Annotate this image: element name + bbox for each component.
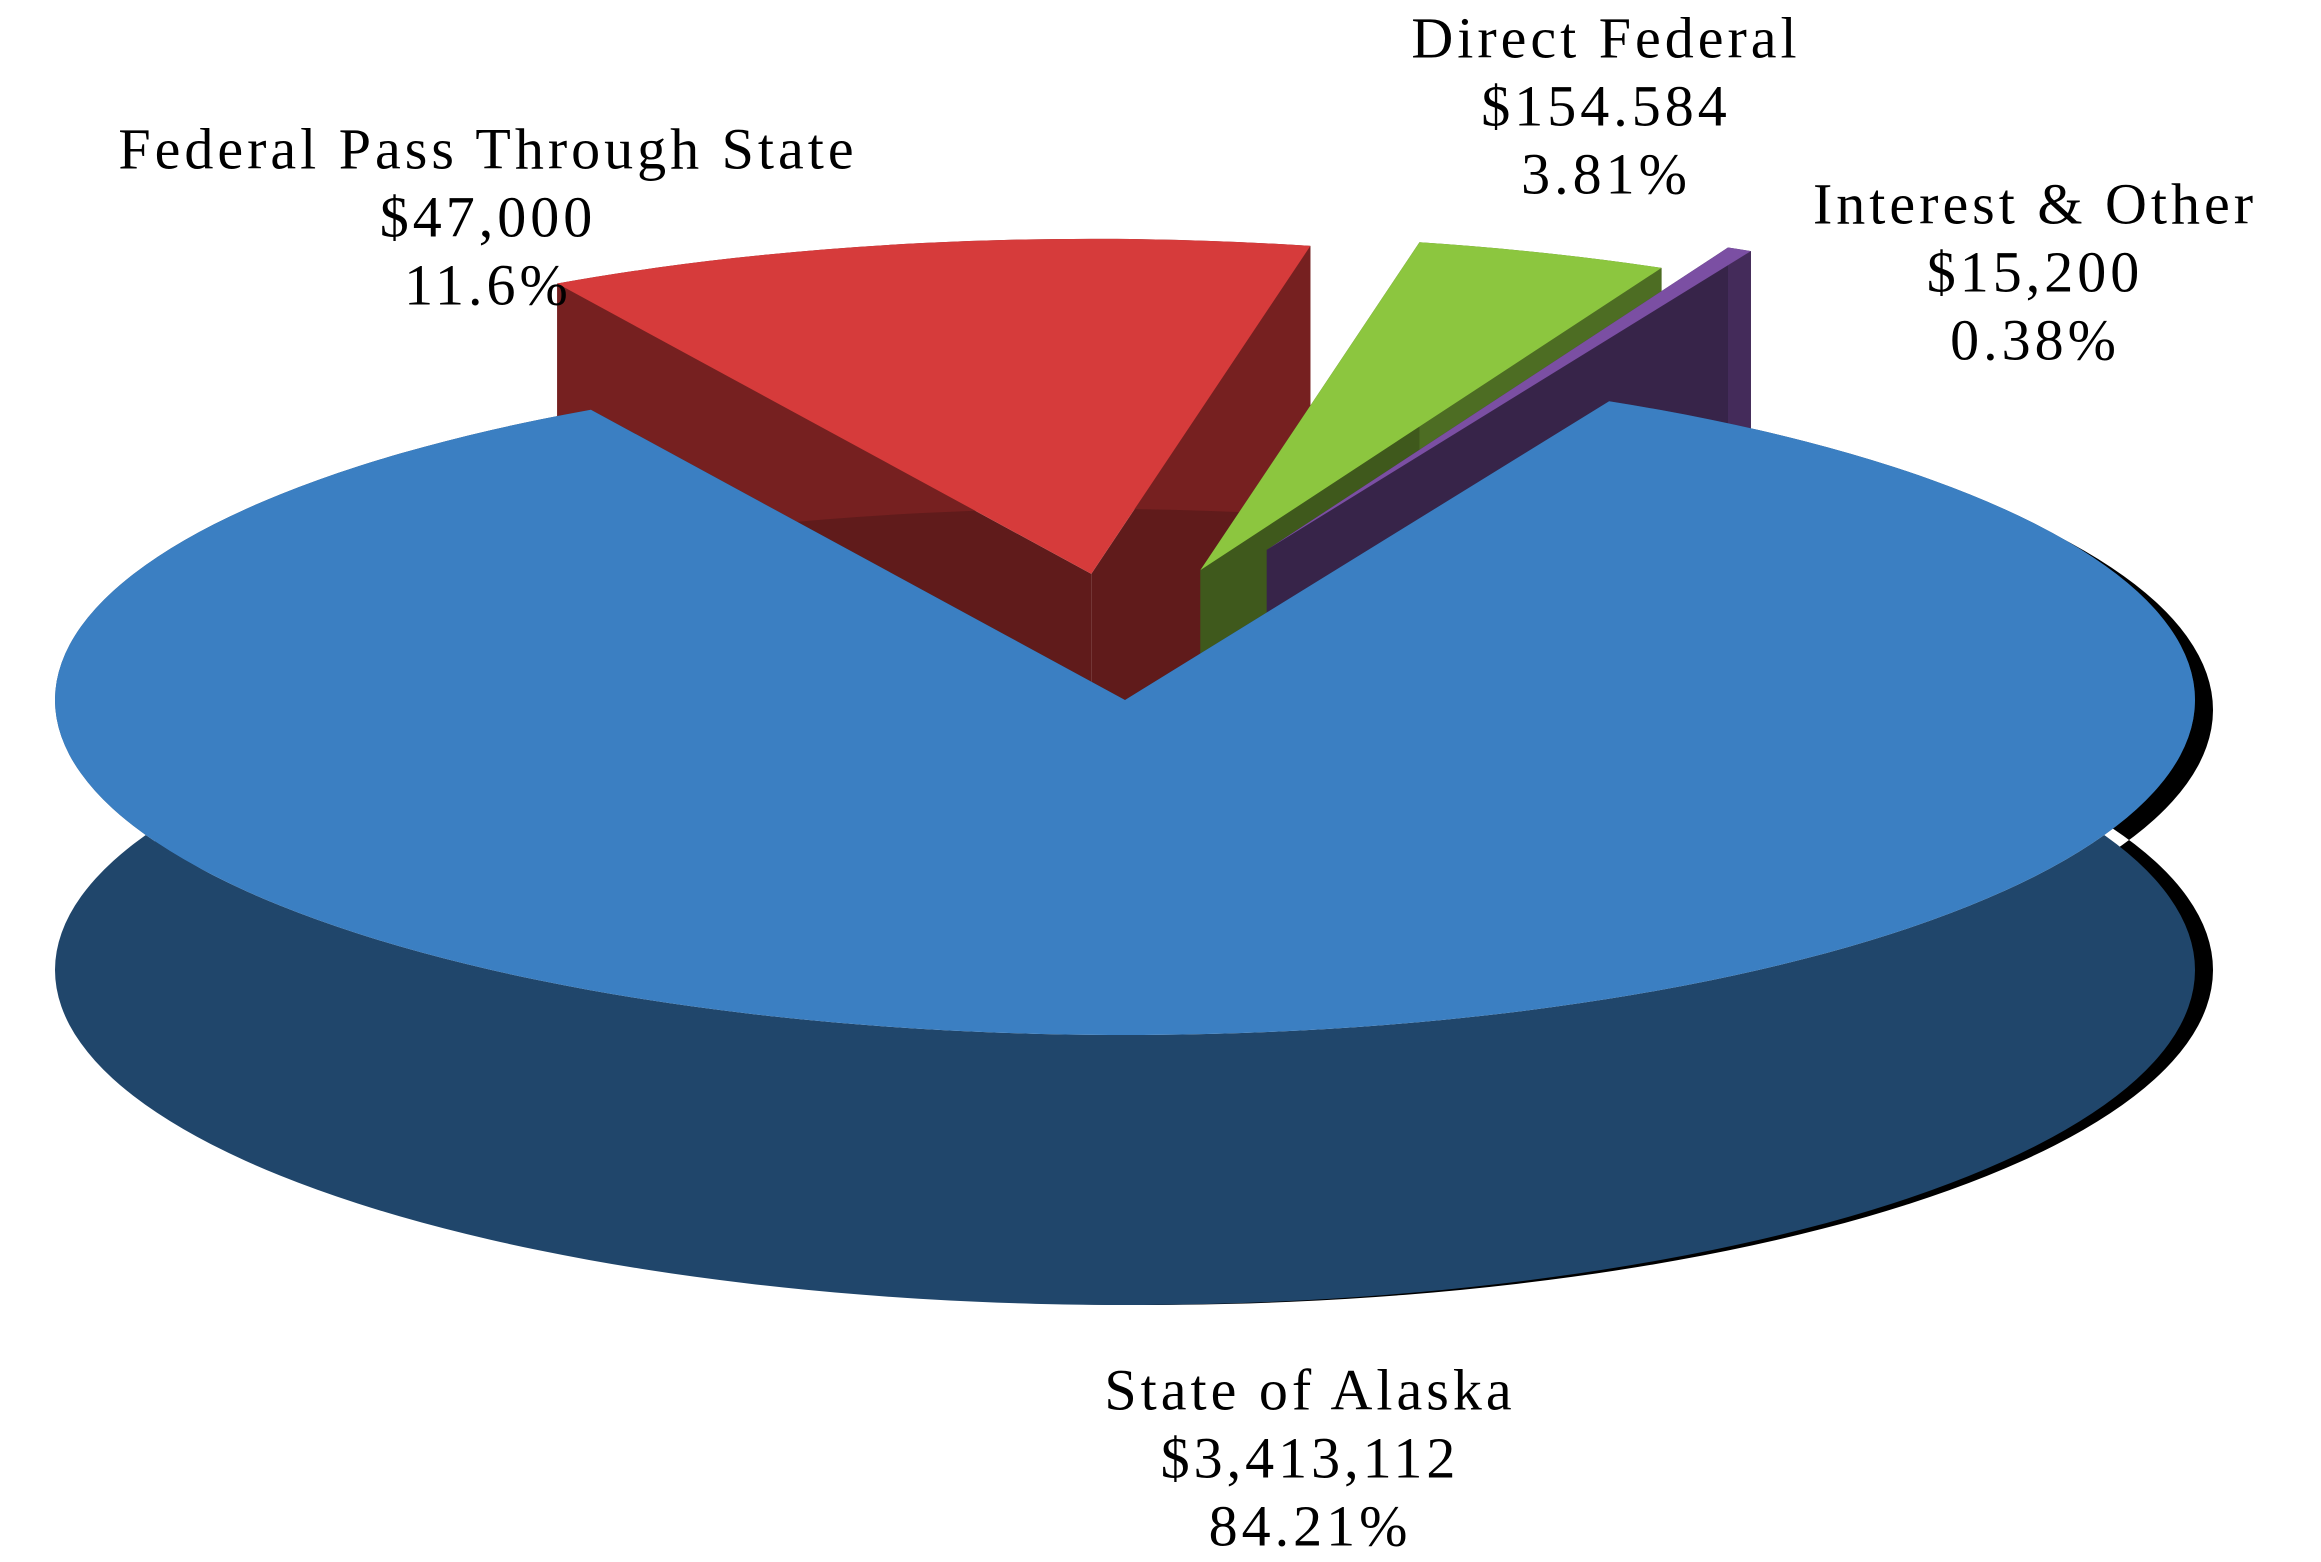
slice [54, 401, 2195, 1036]
slice-label: Interest & Other [1813, 171, 2257, 236]
slice-percent: 0.38% [1950, 307, 2120, 372]
slice-percent: 84.21% [1209, 1493, 1412, 1558]
slice [1200, 242, 1662, 571]
slice-amount: $15,200 [1927, 239, 2144, 304]
slice [557, 238, 1311, 574]
slice-percent: 3.81% [1521, 141, 1691, 206]
slice-amount: $154.584 [1481, 73, 1731, 138]
slice-amount: $3,413,112 [1161, 1425, 1460, 1490]
slice-amount: $47,000 [380, 184, 597, 249]
slice-label: Federal Pass Through State [118, 116, 857, 181]
slice [1266, 247, 1751, 550]
slice-label: Direct Federal [1411, 5, 1800, 70]
slice-label: State of Alaska [1104, 1357, 1515, 1422]
slice-percent: 11.6% [404, 252, 572, 317]
